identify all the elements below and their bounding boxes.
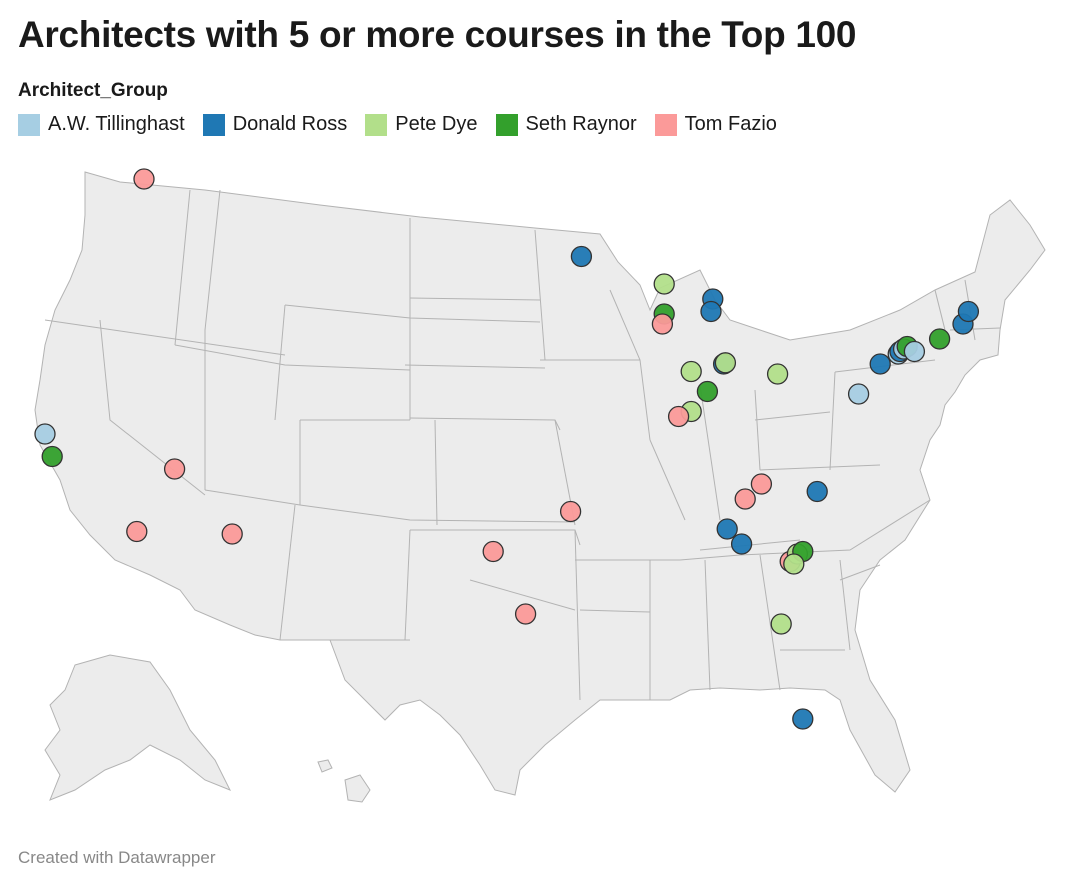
alaska-shape: [45, 655, 230, 800]
legend-label-ross: Donald Ross: [233, 113, 348, 136]
legend-item-dye[interactable]: Pete Dye: [365, 113, 477, 136]
legend-label-tillinghast: A.W. Tillinghast: [48, 113, 185, 136]
course-marker[interactable]: [784, 554, 804, 574]
course-marker[interactable]: [715, 353, 735, 373]
legend-swatch-raynor: [496, 114, 518, 136]
course-marker[interactable]: [735, 489, 755, 509]
legend-label-fazio: Tom Fazio: [685, 113, 777, 136]
hawaii-shape: [345, 775, 370, 802]
hawaii-maui-shape: [318, 760, 332, 772]
legend-item-raynor[interactable]: Seth Raynor: [496, 113, 637, 136]
course-marker[interactable]: [771, 614, 791, 634]
course-marker[interactable]: [127, 522, 147, 542]
course-marker[interactable]: [697, 382, 717, 402]
course-marker[interactable]: [483, 542, 503, 562]
course-marker[interactable]: [930, 329, 950, 349]
course-marker[interactable]: [751, 474, 771, 494]
course-marker[interactable]: [717, 519, 737, 539]
course-marker[interactable]: [807, 482, 827, 502]
course-marker[interactable]: [561, 502, 581, 522]
course-marker[interactable]: [904, 342, 924, 362]
course-marker[interactable]: [571, 247, 591, 267]
legend-swatch-ross: [203, 114, 225, 136]
course-marker[interactable]: [793, 709, 813, 729]
course-marker[interactable]: [654, 274, 674, 294]
course-marker[interactable]: [681, 362, 701, 382]
chart-title: Architects with 5 or more courses in the…: [18, 14, 856, 56]
course-marker[interactable]: [222, 524, 242, 544]
datawrapper-credit: Created with Datawrapper: [18, 848, 215, 868]
course-marker[interactable]: [35, 424, 55, 444]
course-marker[interactable]: [42, 447, 62, 467]
legend-item-ross[interactable]: Donald Ross: [203, 113, 348, 136]
course-marker[interactable]: [516, 604, 536, 624]
legend-label-raynor: Seth Raynor: [526, 113, 637, 136]
legend-swatch-fazio: [655, 114, 677, 136]
legend: A.W. Tillinghast Donald Ross Pete Dye Se…: [18, 113, 777, 136]
contiguous-us-shape: [35, 172, 1045, 795]
course-marker[interactable]: [870, 354, 890, 374]
course-marker[interactable]: [958, 302, 978, 322]
course-marker[interactable]: [768, 364, 788, 384]
us-map: [0, 150, 1080, 840]
course-marker[interactable]: [849, 384, 869, 404]
legend-item-fazio[interactable]: Tom Fazio: [655, 113, 777, 136]
course-marker[interactable]: [732, 534, 752, 554]
legend-item-tillinghast[interactable]: A.W. Tillinghast: [18, 113, 185, 136]
course-marker[interactable]: [701, 302, 721, 322]
course-marker[interactable]: [669, 407, 689, 427]
course-marker[interactable]: [652, 314, 672, 334]
legend-title: Architect_Group: [18, 80, 168, 102]
legend-label-dye: Pete Dye: [395, 113, 477, 136]
legend-swatch-tillinghast: [18, 114, 40, 136]
map-land: [35, 172, 1045, 802]
course-marker[interactable]: [134, 169, 154, 189]
course-marker[interactable]: [165, 459, 185, 479]
legend-swatch-dye: [365, 114, 387, 136]
